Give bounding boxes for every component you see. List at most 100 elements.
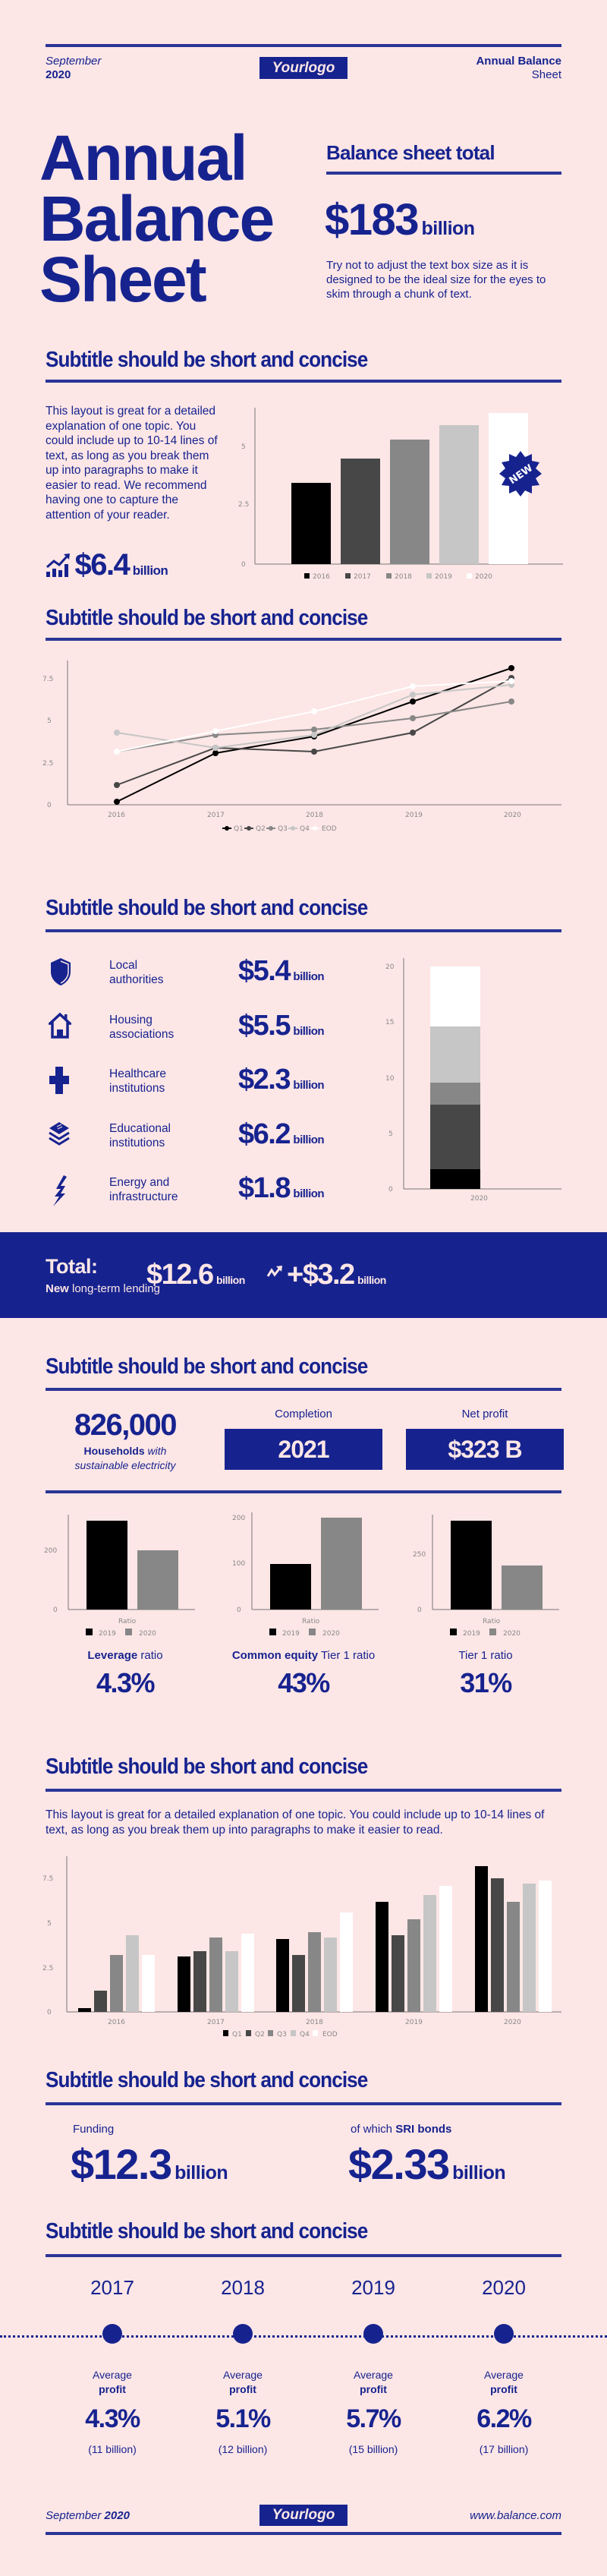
banner-change-value: +$3.2 (287, 1259, 355, 1291)
hero-description: Try not to adjust the text box size as i… (326, 259, 546, 301)
header-month: September (46, 55, 102, 68)
sri-stat: $2.33 billion (348, 2139, 506, 2189)
svg-text:2.5: 2.5 (42, 760, 53, 768)
svg-text:15: 15 (385, 1019, 394, 1026)
svg-text:2019: 2019 (435, 573, 452, 581)
svg-text:2017: 2017 (354, 573, 371, 581)
svg-text:Q2: Q2 (255, 2031, 265, 2038)
timeline-value: 6.2% (476, 2404, 532, 2433)
timeline-note: (17 billion) (479, 2443, 529, 2455)
section1-stat: $6.4 billion (46, 548, 168, 582)
balance-total-unit: billion (421, 218, 475, 239)
sri-label-bold: SRI bonds (395, 2123, 452, 2136)
funding-unit: billion (175, 2162, 228, 2183)
section6-rule (46, 2102, 561, 2105)
sri-unit: billion (452, 2162, 506, 2183)
svg-text:2017: 2017 (207, 2019, 225, 2026)
svg-text:Q1: Q1 (232, 2031, 242, 2038)
timeline-value: 4.3% (85, 2404, 140, 2433)
item-label-line2: institutions (109, 1082, 165, 1095)
leverage-ratio-label: Leverage ratio (30, 1649, 220, 1662)
ratio-label-rest: Tier 1 ratio (458, 1649, 513, 1662)
timeline-year: 2018 (221, 2276, 265, 2299)
banner-change: +$3.2 billion (287, 1259, 386, 1291)
cross-icon (49, 1067, 69, 1094)
timeline-line (0, 2335, 607, 2338)
leverage-ratio-chart: 0 200 Ratio 2019 2020 (44, 1515, 195, 1638)
timeline-year: 2017 (90, 2276, 134, 2299)
balance-total-label: Balance sheet total (326, 141, 495, 164)
footer-date: September 2020 (46, 2509, 130, 2522)
tier1-ratio-label: Tier 1 ratio (391, 1649, 580, 1662)
completion-label: Completion (275, 1408, 332, 1420)
funding-stat: $12.3 billion (71, 2139, 228, 2189)
svg-text:2019: 2019 (99, 1630, 116, 1638)
common-equity-ratio-value: 43% (278, 1667, 330, 1698)
common-equity-tier1-chart: 0 100 200 Ratio 2019 2020 (232, 1512, 379, 1638)
section1-rule (46, 380, 561, 383)
footer-url[interactable]: www.balance.com (470, 2509, 561, 2522)
grouped-bar-chart-quarterly: 0 2.5 5 7.5 2016 2017 2018 2019 2020 Q1 Q2 Q3 Q… (42, 1856, 561, 2038)
lending-item: Healthcare institutions $2.3 billion (46, 1064, 364, 1096)
households-label-bold: Households (83, 1445, 145, 1457)
item-value: $5.4 (238, 955, 291, 987)
svg-text:7.5: 7.5 (42, 676, 53, 683)
item-value: $5.5 (238, 1010, 291, 1042)
svg-text:2018: 2018 (395, 573, 412, 581)
item-label-line2: institutions (109, 1137, 165, 1149)
header-doc-title: Annual Balance Sheet (476, 55, 561, 82)
funding-value: $12.3 (71, 2140, 172, 2188)
timeline-value: 5.1% (215, 2404, 271, 2433)
svg-text:2016: 2016 (313, 573, 330, 581)
section7-subtitle: Subtitle should be short and concise (46, 2219, 368, 2243)
house-icon (49, 1012, 71, 1039)
svg-text:Q2: Q2 (256, 825, 266, 833)
item-label-line2: authorities (109, 973, 164, 986)
timeline-value: 5.7% (346, 2404, 401, 2433)
lightning-icon (53, 1175, 67, 1206)
svg-text:100: 100 (232, 1560, 245, 1568)
timeline-note: (15 billion) (348, 2443, 398, 2455)
svg-text:5: 5 (47, 717, 52, 725)
sri-label: of which SRI bonds (351, 2123, 451, 2136)
svg-text:250: 250 (413, 1551, 426, 1559)
svg-text:7.5: 7.5 (42, 1875, 53, 1883)
households-value: 826,000 (74, 1408, 178, 1442)
svg-text:Ratio: Ratio (483, 1618, 501, 1625)
shield-icon (51, 958, 71, 985)
timeline-label1: Average (93, 2369, 132, 2381)
banner-value-number: $12.6 (146, 1259, 214, 1291)
households-label-italic2: sustainable electricity (74, 1459, 176, 1471)
item-unit: billion (293, 1025, 325, 1038)
logo[interactable]: Yourlogo (259, 57, 348, 79)
new-badge: NEW (499, 451, 542, 497)
section1-paragraph: This layout is great for a detailed expl… (46, 405, 218, 522)
section4-subtitle: Subtitle should be short and concise (46, 1354, 368, 1379)
timeline-label2: profit (229, 2383, 256, 2395)
svg-text:10: 10 (385, 1075, 395, 1083)
header-date: September 2020 (46, 55, 101, 82)
header-doc-title-line2: Sheet (531, 68, 561, 81)
svg-text:Q1: Q1 (234, 825, 244, 833)
footer-month: September (46, 2509, 102, 2522)
footer-logo[interactable]: Yourlogo (259, 2505, 348, 2526)
svg-text:2.5: 2.5 (42, 1965, 53, 1972)
timeline-year: 2019 (351, 2276, 395, 2299)
books-icon (49, 1122, 70, 1146)
section2-subtitle: Subtitle should be short and concise (46, 606, 368, 630)
svg-text:Q4: Q4 (300, 2031, 310, 2038)
item-label-line1: Educational (109, 1122, 171, 1135)
section1-stat-value: $6.4 (74, 548, 130, 582)
footer-rule (46, 2532, 561, 2535)
section4-rule (46, 1388, 561, 1391)
timeline-dot (233, 2324, 253, 2344)
lending-item: Energy and infrastructure $1.8 billion (46, 1172, 364, 1206)
banner-value-unit: billion (216, 1274, 245, 1286)
svg-text:EOD: EOD (322, 2031, 338, 2038)
section7-rule (46, 2254, 561, 2257)
timeline-year: 2020 (482, 2276, 526, 2299)
balance-total-value: $183 (325, 195, 420, 244)
households-label-italic: with (144, 1445, 167, 1457)
timeline-item: 2017 Average profit 4.3% (11 billion) (67, 2276, 158, 2455)
banner-title: Total: (46, 1255, 98, 1278)
